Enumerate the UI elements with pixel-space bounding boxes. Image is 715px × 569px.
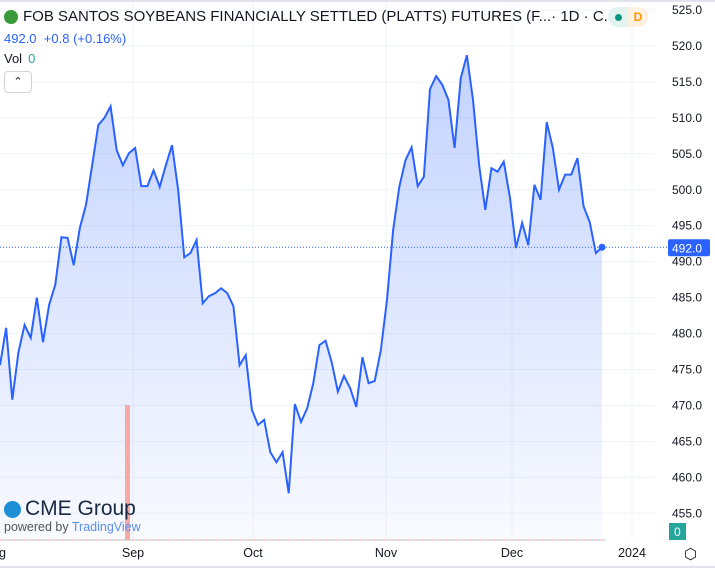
volume-bar <box>125 405 130 540</box>
powered-by[interactable]: powered by TradingView <box>4 520 141 534</box>
x-tick-label: Oct <box>243 546 263 560</box>
y-tick-label: 495.0 <box>672 219 702 233</box>
price-line <box>0 55 603 494</box>
y-tick-label: 510.0 <box>672 111 702 125</box>
cme-logo-text: CME Group <box>25 497 136 520</box>
collapse-legend-button[interactable]: ⌃ <box>4 71 32 93</box>
x-tick-label: Nov <box>375 546 398 560</box>
tradingview-link[interactable]: TradingView <box>71 520 141 534</box>
delayed-badge: D <box>628 7 648 27</box>
settings-gear-icon[interactable]: ⬡ <box>684 546 698 563</box>
quote-values: 492.0 +0.8 (+0.16%) <box>4 31 126 46</box>
x-tick-label: 2024 <box>618 546 646 560</box>
powered-by-text: powered by <box>4 520 69 534</box>
chart-legend-title: FOB SANTOS SOYBEANS FINANCIALLY SETTLED … <box>4 8 616 25</box>
volume-badge <box>669 523 686 540</box>
y-tick-label: 490.0 <box>672 255 702 269</box>
y-tick-label: 470.0 <box>672 398 702 412</box>
globe-icon <box>4 500 21 518</box>
data-point <box>598 243 606 251</box>
y-tick-label: 455.0 <box>672 506 702 520</box>
y-tick-label: 475.0 <box>672 363 702 377</box>
market-status-badge[interactable]: D <box>608 7 648 27</box>
y-tick-label: 485.0 <box>672 291 702 305</box>
y-tick-label: 525.0 <box>672 3 702 17</box>
price-change-pct: (+0.16%) <box>73 31 127 46</box>
y-tick-label: 465.0 <box>672 434 702 448</box>
volume-badge-text: 0 <box>674 525 681 539</box>
x-tick-label: g <box>0 546 6 560</box>
y-tick-label: 460.0 <box>672 470 702 484</box>
y-tick-label: 515.0 <box>672 75 702 89</box>
last-price: 492.0 <box>4 31 37 46</box>
market-open-dot-icon <box>608 7 628 27</box>
volume-value: 0 <box>28 51 36 66</box>
interval-label: · 1D · C... <box>551 8 617 25</box>
symbol-logo-icon <box>4 9 18 24</box>
y-tick-label: 520.0 <box>672 39 702 53</box>
volume-label: Vol <box>4 51 23 66</box>
y-tick-label: 480.0 <box>672 327 702 341</box>
last-price-badge <box>668 239 710 257</box>
y-tick-label: 505.0 <box>672 147 702 161</box>
symbol-title[interactable]: FOB SANTOS SOYBEANS FINANCIALLY SETTLED … <box>23 8 552 25</box>
price-area-fill <box>0 55 602 541</box>
x-tick-label: Dec <box>501 546 523 560</box>
y-tick-label: 500.0 <box>672 183 702 197</box>
price-change: +0.8 <box>43 31 70 46</box>
cme-group-logo[interactable]: CME Group <box>4 497 136 521</box>
volume-legend: Vol 0 <box>4 51 35 66</box>
last-price-badge-text: 492.0 <box>672 241 702 255</box>
x-tick-label: Sep <box>122 546 144 560</box>
